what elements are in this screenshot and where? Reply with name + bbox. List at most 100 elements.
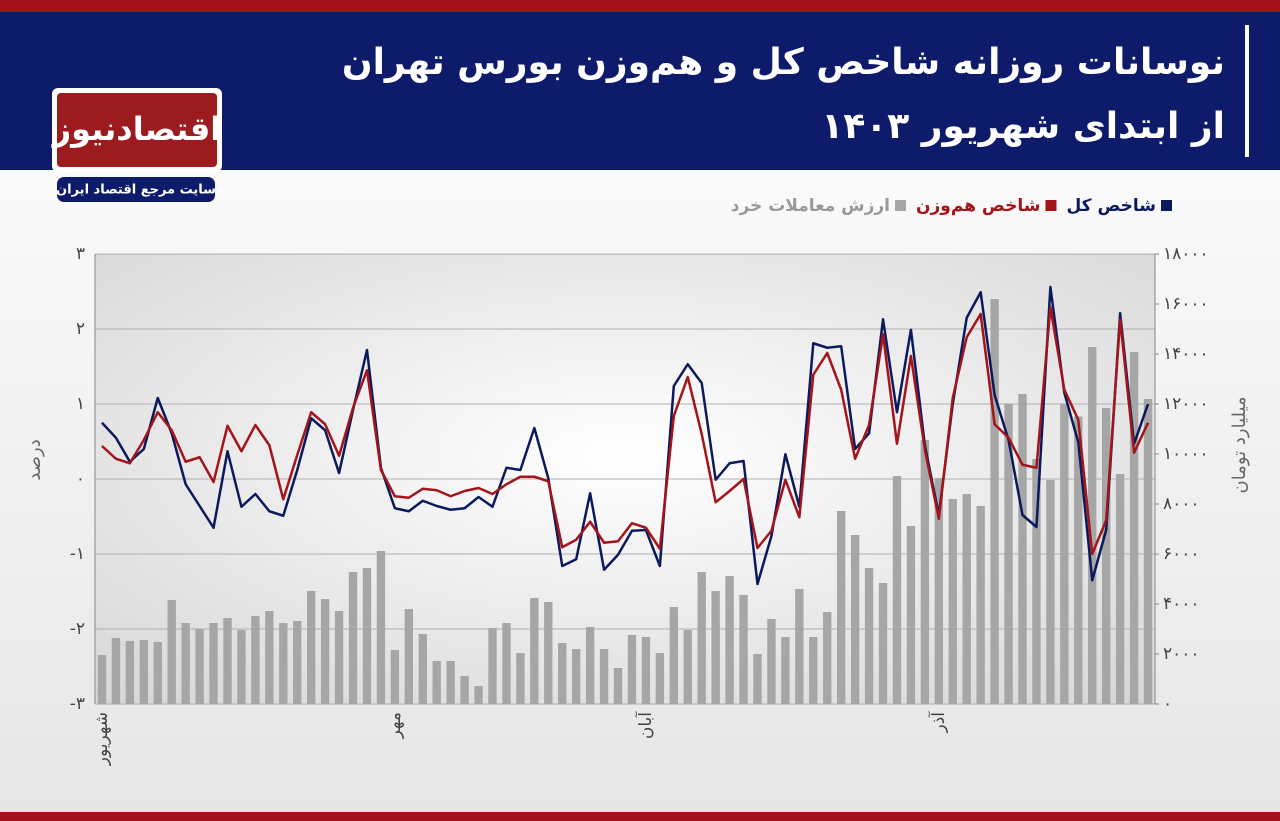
bar — [404, 609, 413, 704]
bar — [223, 618, 232, 704]
bar — [279, 623, 288, 704]
y2-tick-label: ۰ — [1163, 694, 1172, 714]
y-tick-label: -۳ — [70, 694, 85, 714]
bar — [320, 599, 330, 704]
bar — [530, 598, 539, 704]
bar — [293, 621, 302, 704]
bar — [753, 654, 762, 704]
bar — [850, 535, 860, 704]
bar — [892, 476, 902, 704]
header-divider — [1245, 25, 1249, 157]
line — [101, 306, 1150, 556]
bar — [1102, 408, 1111, 704]
bar — [585, 627, 595, 704]
bar — [962, 494, 971, 704]
bar — [697, 572, 706, 704]
bar — [1115, 474, 1125, 704]
bar — [502, 623, 511, 704]
bar — [1074, 416, 1083, 704]
bar — [460, 676, 469, 704]
bar — [781, 637, 790, 704]
bar — [739, 595, 748, 704]
x-tick-label: آذر — [927, 711, 949, 734]
y2-tick-label: ۱۰۰۰۰ — [1163, 444, 1209, 464]
x-tick-label: شهریور — [92, 712, 112, 766]
y2-tick-label: ۲۰۰۰ — [1163, 644, 1200, 664]
bar — [1088, 347, 1097, 704]
legend-swatch — [1161, 200, 1172, 211]
y-tick-label: -۲ — [70, 619, 85, 639]
bar — [823, 612, 832, 704]
logo-box — [57, 93, 217, 167]
bar — [432, 661, 441, 704]
bar — [558, 643, 567, 704]
bar — [1129, 352, 1139, 704]
bar — [767, 619, 776, 704]
bar — [125, 641, 135, 704]
top-stripe — [0, 0, 1280, 12]
bar — [920, 440, 930, 704]
y-tick-label: ۲ — [76, 319, 85, 339]
bar — [97, 655, 107, 704]
x-tick-label: مهر — [385, 712, 405, 739]
legend-swatch — [1045, 200, 1057, 211]
legend-label: شاخص کل — [1066, 196, 1156, 216]
bar — [669, 607, 678, 704]
bar — [613, 668, 623, 704]
line — [101, 285, 1150, 586]
title: نوسانات روزانه شاخص کل و هم‌وزن بورس تهر… — [342, 42, 1225, 83]
bar — [153, 642, 162, 704]
bar — [265, 611, 274, 704]
y2-tick-label: ۱۲۰۰۰ — [1163, 394, 1209, 414]
y-axis-title: درصد — [24, 439, 45, 480]
bar — [809, 637, 818, 704]
legend-swatch — [895, 200, 907, 211]
y2-tick-label: ۶۰۰۰ — [1163, 544, 1200, 564]
legend-label: ارزش معاملات خرد — [731, 196, 890, 216]
bar — [1046, 480, 1055, 704]
logo-tagline: سایت مرجع اقتصاد ایران — [56, 183, 216, 198]
bar — [1018, 394, 1027, 704]
bar — [878, 583, 888, 704]
bar — [641, 637, 651, 704]
bar — [474, 686, 483, 704]
bar — [307, 591, 316, 704]
bar — [167, 600, 176, 704]
legend-label: شاخص هم‌وزن — [916, 196, 1040, 216]
bar — [990, 299, 999, 704]
bar — [1032, 459, 1041, 704]
bar — [348, 572, 358, 704]
bar — [195, 629, 204, 704]
bar — [906, 526, 916, 704]
bar — [948, 499, 957, 704]
y-tick-label: -۱ — [70, 544, 85, 564]
bar — [976, 506, 985, 704]
y2-tick-label: ۴۰۰۰ — [1163, 594, 1200, 614]
bar — [627, 635, 637, 704]
y2-tick-label: ۱۸۰۰۰ — [1163, 244, 1209, 264]
bar — [864, 568, 874, 704]
y-tick-label: ۱ — [76, 394, 85, 414]
bar — [599, 649, 609, 704]
logo-text: اقتصادنیوز — [51, 110, 222, 148]
y2-tick-label: ۸۰۰۰ — [1163, 494, 1200, 514]
bar — [795, 589, 804, 704]
bar — [572, 649, 581, 704]
x-tick-label: آبان — [634, 711, 656, 739]
y2-axis-title: میلیارد تومان — [1229, 396, 1250, 493]
bar — [376, 551, 386, 704]
bar — [725, 576, 734, 704]
bar — [209, 623, 218, 704]
bar — [1060, 404, 1069, 704]
bar — [237, 630, 246, 704]
bar — [544, 602, 553, 704]
bar — [711, 591, 720, 704]
bar — [334, 611, 344, 704]
bar — [390, 650, 400, 704]
bar — [655, 653, 665, 704]
y2-tick-label: ۱۶۰۰۰ — [1163, 294, 1209, 314]
bar — [111, 638, 121, 704]
bar — [139, 640, 148, 704]
bar — [181, 623, 190, 704]
